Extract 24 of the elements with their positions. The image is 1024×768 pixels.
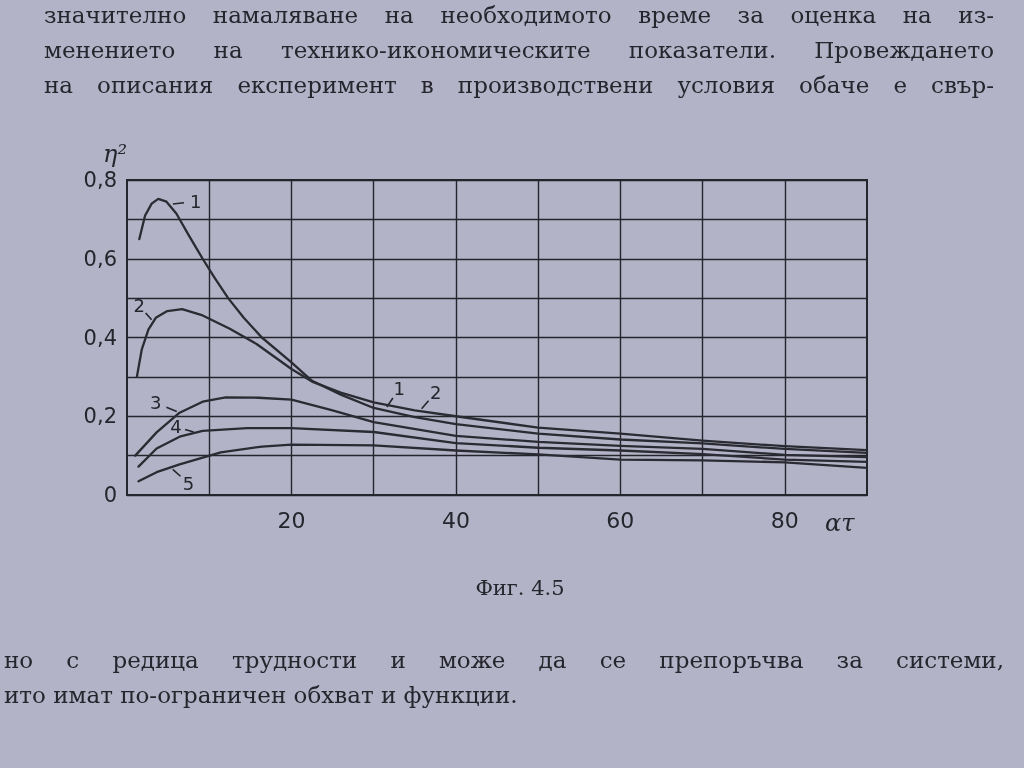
text: но с редица трудности и може да се препоръчва за системи,	[4, 646, 1004, 675]
annotation: 2	[429, 381, 442, 403]
text: Фиг. 4.5	[474, 576, 566, 600]
text: значително намаляване на необходимото време за оценка на из-	[44, 1, 994, 30]
x-tick-label: 60	[606, 507, 635, 533]
annotation: 2	[133, 295, 146, 317]
text: менението на технико-икономическите показатели. Провеждането	[44, 36, 994, 65]
annotation: 1	[190, 190, 202, 212]
x-tick-label: 40	[441, 507, 470, 533]
x-tick-label: 20	[277, 507, 306, 533]
annotation: 4	[170, 416, 182, 438]
annotation: 1	[393, 378, 405, 400]
text: на описания експеримент в производствени условия обаче е свър-	[44, 71, 994, 100]
y-tick-label: 0	[103, 483, 117, 507]
annotation: 5	[182, 472, 195, 494]
x-tick-label: 80	[770, 507, 799, 533]
y-tick-label: 0,2	[83, 404, 117, 429]
x-axis-title: ατ	[825, 509, 856, 537]
y-tick-label: 0,4	[83, 325, 117, 350]
text: ито имат по-ограничен обхват и функции.	[4, 681, 519, 710]
annotation: 3	[149, 392, 162, 414]
y-tick-label: 0,6	[83, 246, 117, 271]
y-tick-label: 0,8	[83, 168, 117, 192]
y-axis-title: η²	[103, 140, 127, 168]
